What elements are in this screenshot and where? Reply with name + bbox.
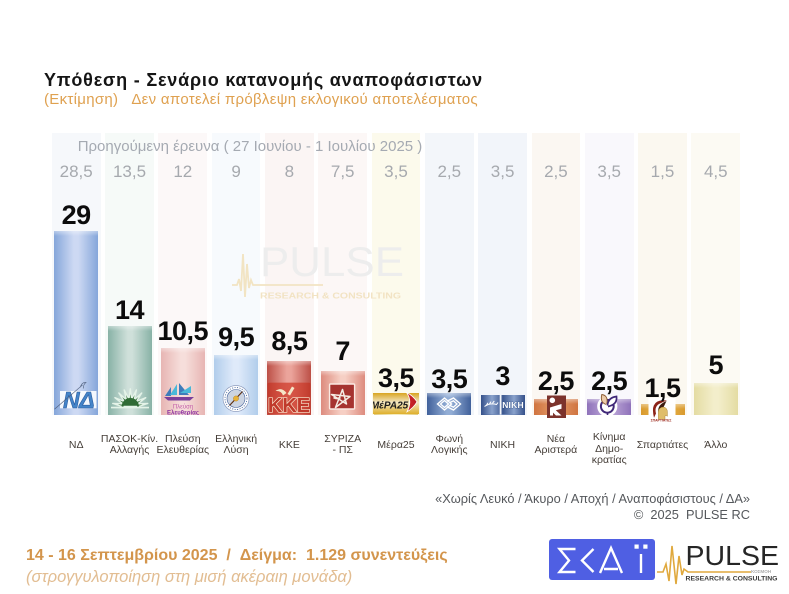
svg-text:Πλεύση: Πλεύση bbox=[173, 405, 193, 411]
svg-text:PULSE: PULSE bbox=[260, 238, 404, 285]
svg-text:ΝΔ: ΝΔ bbox=[63, 387, 94, 413]
svg-text:Ελευθερίας: Ελευθερίας bbox=[167, 411, 199, 416]
svg-text:PULSE: PULSE bbox=[686, 540, 780, 571]
svg-text:MέPA25: MέPA25 bbox=[373, 400, 409, 411]
svg-text:KKE: KKE bbox=[268, 395, 310, 415]
svg-text:ΚΟΣΜΟΗ: ΚΟΣΜΟΗ bbox=[751, 569, 772, 574]
svg-text:ΝΙΚΗ: ΝΙΚΗ bbox=[502, 400, 524, 410]
svg-text:ΣΠΑΡΤΙΑΤΕΣ: ΣΠΑΡΤΙΑΤΕΣ bbox=[650, 418, 671, 421]
svg-text:RESEARCH & CONSULTING: RESEARCH & CONSULTING bbox=[686, 575, 778, 582]
svg-text:RESEARCH & CONSULTING: RESEARCH & CONSULTING bbox=[260, 292, 401, 301]
